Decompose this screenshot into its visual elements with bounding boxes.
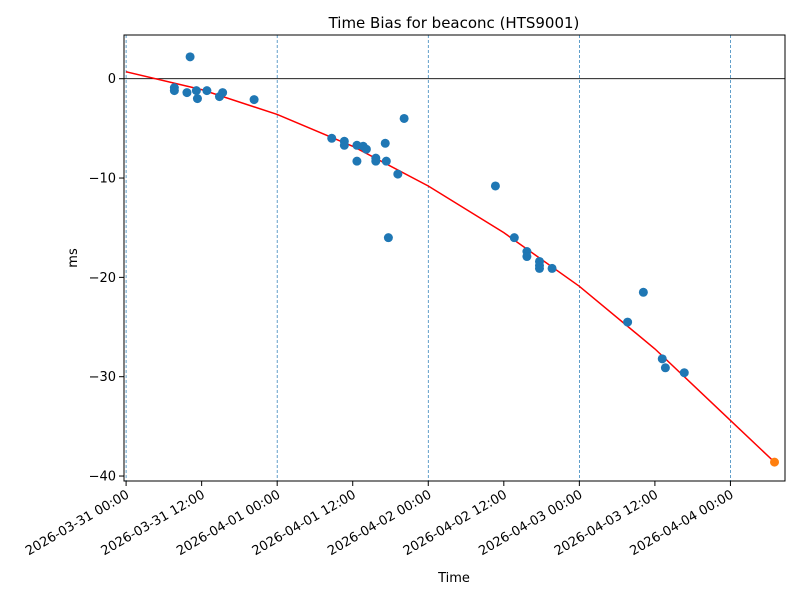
data-point [657, 354, 667, 364]
data-point [393, 169, 403, 179]
data-point [399, 113, 409, 123]
data-point [361, 144, 371, 154]
data-point [679, 368, 689, 378]
y-tick-label: −30 [89, 370, 116, 385]
axes-frame [123, 34, 786, 482]
y-axis-label: ms [66, 248, 81, 268]
x-axis-label: Time [437, 571, 470, 586]
data-point [623, 317, 633, 327]
data-point [509, 233, 519, 243]
data-point [490, 181, 500, 191]
data-point [380, 138, 390, 148]
y-tick-label: −10 [89, 172, 116, 187]
data-point [383, 233, 393, 243]
data-point [169, 86, 179, 96]
data-point [547, 263, 557, 273]
data-point [522, 252, 532, 262]
data-point [381, 156, 391, 166]
y-axis: 0 −10 −20 −30 −40 [89, 72, 124, 485]
data-point [218, 88, 228, 98]
data-point [534, 263, 544, 273]
data-point [352, 156, 362, 166]
data-point [638, 287, 648, 297]
data-point [202, 86, 212, 96]
data-point [182, 88, 192, 98]
data-point [339, 140, 349, 150]
data-point [191, 86, 201, 96]
data-point [192, 94, 202, 104]
latest-data-point [770, 457, 780, 467]
plot-area [124, 35, 785, 481]
data-point [249, 95, 259, 105]
data-point [371, 156, 381, 166]
data-point [185, 52, 195, 62]
y-tick-label: −20 [89, 271, 116, 286]
chart-title: Time Bias for beaconc (HTS9001) [328, 14, 580, 32]
data-point [660, 363, 670, 373]
y-tick-label: 0 [108, 72, 116, 87]
y-tick-label: −40 [89, 470, 116, 485]
fit-curve [125, 71, 776, 463]
data-point [327, 133, 337, 143]
